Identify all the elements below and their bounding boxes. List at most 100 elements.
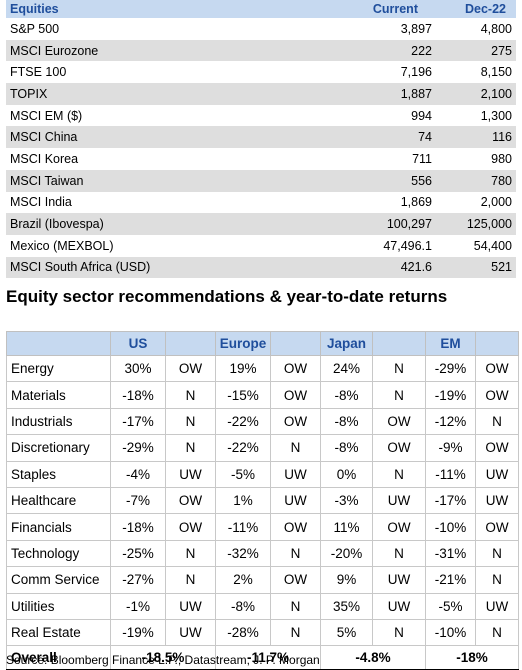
cell: N <box>372 618 426 647</box>
cell: OW <box>372 513 426 541</box>
cell: 7,196 <box>400 65 432 80</box>
cell: -22% <box>215 434 271 462</box>
header-cell <box>270 331 321 356</box>
table-body: S&P 500 3,897 4,800 MSCI Eurozone 222 275 FTSE… <box>6 18 516 279</box>
cell: -5% <box>425 592 476 620</box>
row: Mexico (MEXBOL) 47,496.1 54,400 <box>6 235 516 257</box>
cell: -19% <box>425 381 476 409</box>
cell: S&P 500 <box>10 21 60 36</box>
cell: Discretionary <box>6 434 111 462</box>
cell: -8% <box>215 592 271 620</box>
cell: OW <box>165 513 216 541</box>
row: MSCI South Africa (USD) 421.6 521 <box>6 256 516 279</box>
cell: UW <box>475 592 519 620</box>
cell: -28% <box>215 618 271 647</box>
cell: UW <box>165 592 216 620</box>
row: MSCI Eurozone 222 275 <box>6 39 516 62</box>
header-cell: Dec-22 <box>436 0 516 18</box>
cell: 116 <box>436 126 516 149</box>
cell: 222 <box>306 39 436 62</box>
cell: FTSE 100 <box>10 65 67 80</box>
cell: N <box>372 354 426 383</box>
cell: -18% <box>425 645 519 670</box>
header-cell: Equities <box>6 0 306 18</box>
cell: 35% <box>320 592 373 620</box>
cell: Staples <box>6 460 111 488</box>
row: MSCI China 74 116 <box>6 126 516 149</box>
cell: -31% <box>425 539 476 568</box>
cell: Energy <box>6 354 111 383</box>
cell: 5% <box>320 618 373 647</box>
cell: 125,000 <box>436 213 516 235</box>
cell: MSCI India <box>10 195 72 210</box>
cell: 19% <box>215 354 271 383</box>
cell: OW <box>475 513 519 541</box>
cell: OW <box>475 354 519 383</box>
cell: 2% <box>215 566 271 594</box>
cell: UW <box>165 460 216 488</box>
cell: -9% <box>425 434 476 462</box>
cell: Healthcare <box>6 486 111 515</box>
cell: Brazil (Ibovespa) <box>6 213 306 235</box>
cell: 980 <box>491 151 512 166</box>
cell: N <box>270 592 321 620</box>
cell: -11% <box>215 513 271 541</box>
header-cell: Japan <box>320 331 373 356</box>
cell: -1% <box>110 592 166 620</box>
cell: N <box>372 460 426 488</box>
cell: 1,887 <box>306 83 436 105</box>
cell: N <box>165 381 216 409</box>
row: MSCI Taiwan 556 780 <box>6 169 516 192</box>
cell: N <box>270 434 321 462</box>
cell: -8% <box>320 434 373 462</box>
section-title: Equity sector recommendations & year-to-… <box>6 287 448 306</box>
cell: 11% <box>320 513 373 541</box>
cell: MSCI China <box>6 126 306 149</box>
cell: -12% <box>425 407 476 436</box>
cell: MSCI Korea <box>10 151 79 166</box>
cell: UW <box>372 566 426 594</box>
cell: OW <box>165 354 216 383</box>
cell: -18% <box>110 381 166 409</box>
cell: Mexico (MEXBOL) <box>10 238 114 253</box>
cell: OW <box>270 381 321 409</box>
row: MSCI EM ($) 994 1,300 <box>6 105 516 127</box>
row: Industrials -17% N -22% OW -8% OW -12% N <box>6 407 519 436</box>
cell: -19% <box>110 618 166 647</box>
cell: Financials <box>6 513 111 541</box>
cell: -22% <box>215 407 271 436</box>
cell: OW <box>372 407 426 436</box>
cell: -8% <box>320 407 373 436</box>
cell: -17% <box>110 407 166 436</box>
cell: MSCI South Africa (USD) <box>6 256 306 279</box>
overall-row: Overall -18.5% -11.7% -4.8% -18% <box>6 645 519 670</box>
cell: -18.5% <box>110 645 216 670</box>
cell: Real Estate <box>6 618 111 647</box>
cell: -20% <box>320 539 373 568</box>
cell: 1,300 <box>480 108 512 123</box>
header-cell: Current <box>306 0 436 18</box>
cell: UW <box>475 486 519 515</box>
cell: OW <box>475 381 519 409</box>
cell: N <box>372 539 426 568</box>
cell: N <box>165 407 216 436</box>
cell: Utilities <box>6 592 111 620</box>
cell: -4.8% <box>320 645 426 670</box>
cell: OW <box>270 354 321 383</box>
cell: 780 <box>436 169 516 192</box>
cell: 521 <box>436 256 516 279</box>
cell: 24% <box>320 354 373 383</box>
header-cell <box>372 331 426 356</box>
cell: OW <box>270 513 321 541</box>
header-cell <box>165 331 216 356</box>
cell: 47,496.1 <box>383 238 432 253</box>
cell: N <box>475 407 519 436</box>
cell: 54,400 <box>473 238 512 253</box>
cell: -10% <box>425 618 476 647</box>
cell: N <box>165 566 216 594</box>
cell: -25% <box>110 539 166 568</box>
cell: 2,000 <box>480 195 512 210</box>
header-row: US Europe Japan EM <box>6 331 519 356</box>
row: TOPIX 1,887 2,100 <box>6 83 516 105</box>
cell: 1% <box>215 486 271 515</box>
